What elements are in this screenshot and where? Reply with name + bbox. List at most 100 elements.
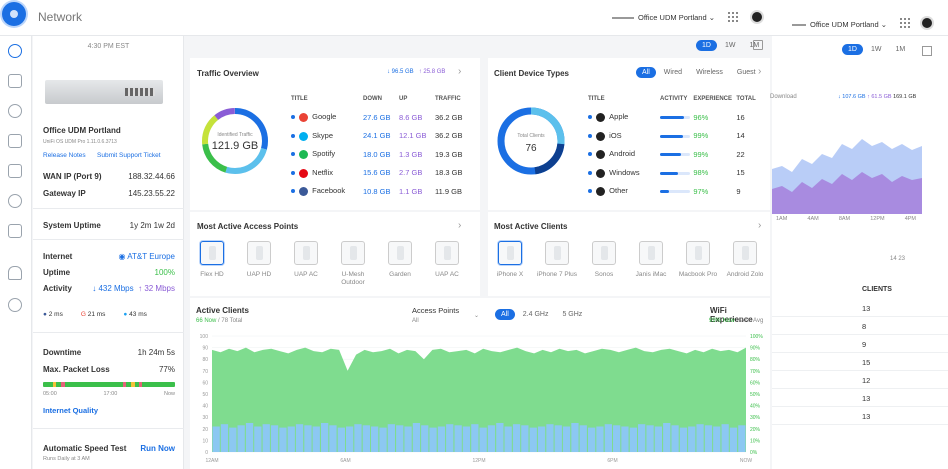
client-type-row[interactable]: iOS 99% 14: [588, 127, 758, 146]
client-type-row[interactable]: Windows 98% 15: [588, 164, 758, 183]
wifi-bar: [604, 424, 612, 452]
traffic-overview-card: Traffic Overview ↓ 96.5 GB ↑ 25.8 GB › I…: [190, 58, 480, 210]
client-type-row[interactable]: Android 99% 22: [588, 145, 758, 164]
traffic-row[interactable]: Netflix 15.6 GB 2.7 GB 18.3 GB: [291, 164, 471, 183]
tab-wired[interactable]: Wired: [663, 69, 683, 76]
up-value: 1.1 GB: [399, 186, 423, 196]
gateway-icon: [792, 24, 806, 27]
release-notes-link[interactable]: Release Notes: [43, 152, 86, 159]
wifi-bar: [688, 426, 696, 452]
wifi-bar: [429, 427, 437, 452]
site-selector-right[interactable]: Office UDM Portland ⌄: [792, 20, 887, 29]
traffic-row[interactable]: Skype 24.1 GB 12.1 GB 36.2 GB: [291, 127, 471, 146]
x-tick-label: 12PM: [472, 458, 485, 464]
tab-guest[interactable]: Guest: [736, 69, 756, 76]
traffic-row[interactable]: Facebook 10.8 GB 1.1 GB 11.9 GB: [291, 182, 471, 201]
site-selector[interactable]: Office UDM Portland ⌄: [612, 13, 715, 22]
y2-tick-label: 40%: [750, 404, 761, 410]
wifi-bar: [479, 427, 487, 452]
client-device-label: Macbook Pro: [678, 271, 718, 278]
traffic-row[interactable]: Spotify 18.0 GB 1.3 GB 19.3 GB: [291, 145, 471, 164]
traffic-row[interactable]: Google 27.6 GB 8.6 GB 36.2 GB: [291, 108, 471, 127]
statistics-icon[interactable]: [8, 164, 22, 178]
client-device-icon[interactable]: [686, 241, 710, 265]
wifi-bar: [663, 423, 671, 452]
topology-icon[interactable]: [8, 74, 22, 88]
tab-band-all[interactable]: All: [495, 309, 515, 320]
notifications-icon[interactable]: [8, 266, 22, 280]
calendar-icon[interactable]: [753, 40, 763, 50]
chevron-down-icon: ⌄: [474, 313, 480, 319]
access-point-icon[interactable]: [435, 241, 459, 265]
wifi-bar: [379, 427, 387, 452]
wifi-bar: [362, 425, 370, 452]
unifi-logo-icon[interactable]: [2, 2, 26, 26]
traffic-value: 11.9 GB: [435, 186, 462, 196]
tab-band-24[interactable]: 2.4 GHz: [522, 311, 549, 318]
wifi-bar: [738, 425, 746, 452]
tab-band-5[interactable]: 5 GHz: [562, 311, 583, 318]
y2-tick-label: 0%: [750, 450, 758, 456]
traffic-donut-value: 121.9 GB: [211, 140, 259, 152]
y2-tick-label: 100%: [750, 334, 763, 340]
client-device-icon[interactable]: [498, 241, 522, 265]
apps-grid-icon[interactable]: [728, 12, 738, 22]
internet-quality-link[interactable]: Internet Quality: [43, 406, 99, 415]
total-value: 15: [736, 168, 745, 178]
internet-label: Internet: [43, 252, 73, 261]
devices-icon[interactable]: [8, 104, 22, 118]
access-point-icon[interactable]: [294, 241, 318, 265]
chevron-right-icon[interactable]: ›: [758, 66, 762, 77]
wifi-bar: [337, 427, 345, 452]
client-device-label: Sonos: [594, 271, 614, 278]
chevron-right-icon[interactable]: ›: [758, 220, 762, 231]
latency-row: ● 2 ms G 21 ms ● 43 ms: [43, 311, 147, 318]
client-device-icon[interactable]: [733, 241, 757, 265]
dashboard-icon[interactable]: [8, 44, 22, 58]
tab-1d[interactable]: 1D: [696, 40, 717, 51]
client-type-row[interactable]: Apple 96% 16: [588, 108, 758, 127]
insights-icon[interactable]: [8, 194, 22, 208]
access-point-icon[interactable]: [341, 241, 365, 265]
tab-wireless[interactable]: Wireless: [696, 69, 723, 76]
tab-1d-right[interactable]: 1D: [842, 44, 863, 55]
tab-1w[interactable]: 1W: [724, 42, 736, 49]
gateway-icon: [612, 17, 634, 20]
access-point-icon[interactable]: [200, 241, 224, 265]
wifi-bar: [521, 425, 529, 452]
bullet-icon: [588, 115, 592, 120]
access-point-icon[interactable]: [247, 241, 271, 265]
wifi-bar: [287, 426, 295, 452]
wifi-bar: [654, 426, 662, 452]
access-point-icon[interactable]: [388, 241, 412, 265]
active-clients-chart: 100 100%90 90%80 80%70 70%60 60%50 50%40 40%30 3…: [200, 334, 764, 464]
clients-icon[interactable]: [8, 134, 22, 148]
client-device-icon[interactable]: [639, 241, 663, 265]
apps-grid-icon-right[interactable]: [900, 18, 910, 28]
settings-icon[interactable]: [8, 298, 22, 312]
support-ticket-link[interactable]: Submit Support Ticket: [97, 152, 161, 159]
access-points-title: Most Active Access Points: [197, 222, 299, 231]
client-device-icon[interactable]: [592, 241, 616, 265]
avatar-right[interactable]: [920, 16, 934, 30]
os-name: iOS: [609, 130, 622, 140]
uptime-bar-ticks: 05:00 17:00 Now: [43, 391, 175, 397]
tab-1m-right[interactable]: 1M: [895, 46, 906, 53]
client-device-icon[interactable]: [545, 241, 569, 265]
client-type-row[interactable]: Other 97% 9: [588, 182, 758, 201]
experience-value: 96%: [693, 112, 709, 122]
os-icon: [596, 187, 606, 196]
left-nav: [0, 36, 32, 469]
x-tick-label: 6AM: [340, 458, 350, 464]
tab-all[interactable]: All: [636, 67, 656, 78]
tab-1w-right[interactable]: 1W: [870, 46, 882, 53]
traffic-icon[interactable]: [8, 224, 22, 238]
access-points-filter[interactable]: All ⌄: [412, 313, 480, 324]
chevron-right-icon[interactable]: ›: [458, 220, 462, 231]
clients-donut-label: Total Clients: [517, 133, 545, 139]
avatar[interactable]: [750, 10, 764, 24]
calendar-icon-right[interactable]: [922, 46, 932, 56]
chevron-right-icon[interactable]: ›: [458, 66, 462, 77]
tab-1m[interactable]: 1M: [749, 42, 760, 49]
run-now-button[interactable]: Run Now: [140, 444, 175, 453]
